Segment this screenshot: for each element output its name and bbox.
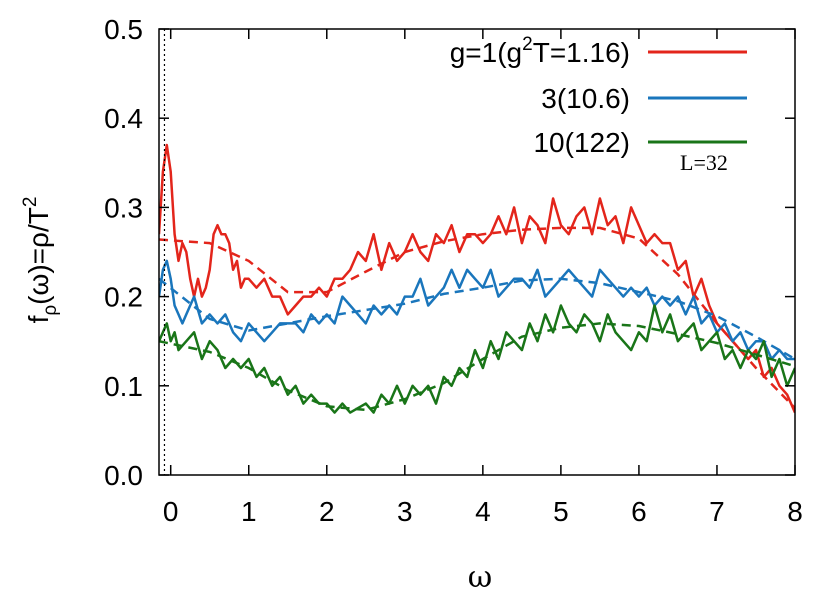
x-tick-label: 7	[709, 496, 725, 527]
x-tick-label: 3	[397, 496, 413, 527]
series-data-line	[159, 259, 795, 361]
tick-labels: 0 1 2 3 4 5 6 7 8 0.0 0.1 0.2 0.3 0.4 0.5	[104, 14, 803, 527]
series-1	[159, 143, 795, 414]
series-fit-line	[159, 322, 795, 412]
legend-label: 10(122)	[533, 127, 630, 158]
y-tick-label: 0.3	[104, 192, 143, 223]
x-tick-label: 2	[319, 496, 335, 527]
legend: g=1(g2T=1.16) 3(10.6) 10(122)	[450, 34, 747, 158]
y-tick-label: 0.0	[104, 460, 143, 491]
series-data-line	[159, 304, 795, 414]
series-3	[159, 304, 795, 414]
series-fit-line	[159, 226, 795, 409]
legend-label: g=1(g2T=1.16)	[450, 34, 630, 68]
plot-frame	[158, 28, 796, 476]
series-2	[159, 259, 795, 361]
y-axis-label: fρ(ω)=ρ/T2	[20, 197, 61, 324]
x-tick-label: 4	[475, 496, 491, 527]
annotation-label: L=32	[680, 150, 728, 175]
y-tick-label: 0.4	[104, 103, 143, 134]
x-tick-label: 1	[241, 496, 257, 527]
x-tick-label: 8	[787, 496, 803, 527]
plot-lines	[159, 143, 795, 414]
y-tick-label: 0.5	[104, 14, 143, 45]
legend-label: 3(10.6)	[541, 83, 630, 114]
x-tick-label: 6	[631, 496, 647, 527]
axes	[158, 28, 796, 476]
x-tick-label: 5	[553, 496, 569, 527]
series-data-line	[159, 143, 795, 414]
x-axis-label: ω	[468, 560, 492, 595]
series-fit-line	[159, 277, 795, 361]
x-tick-label: 0	[163, 496, 179, 527]
y-tick-label: 0.2	[104, 282, 143, 313]
y-tick-label: 0.1	[104, 371, 143, 402]
